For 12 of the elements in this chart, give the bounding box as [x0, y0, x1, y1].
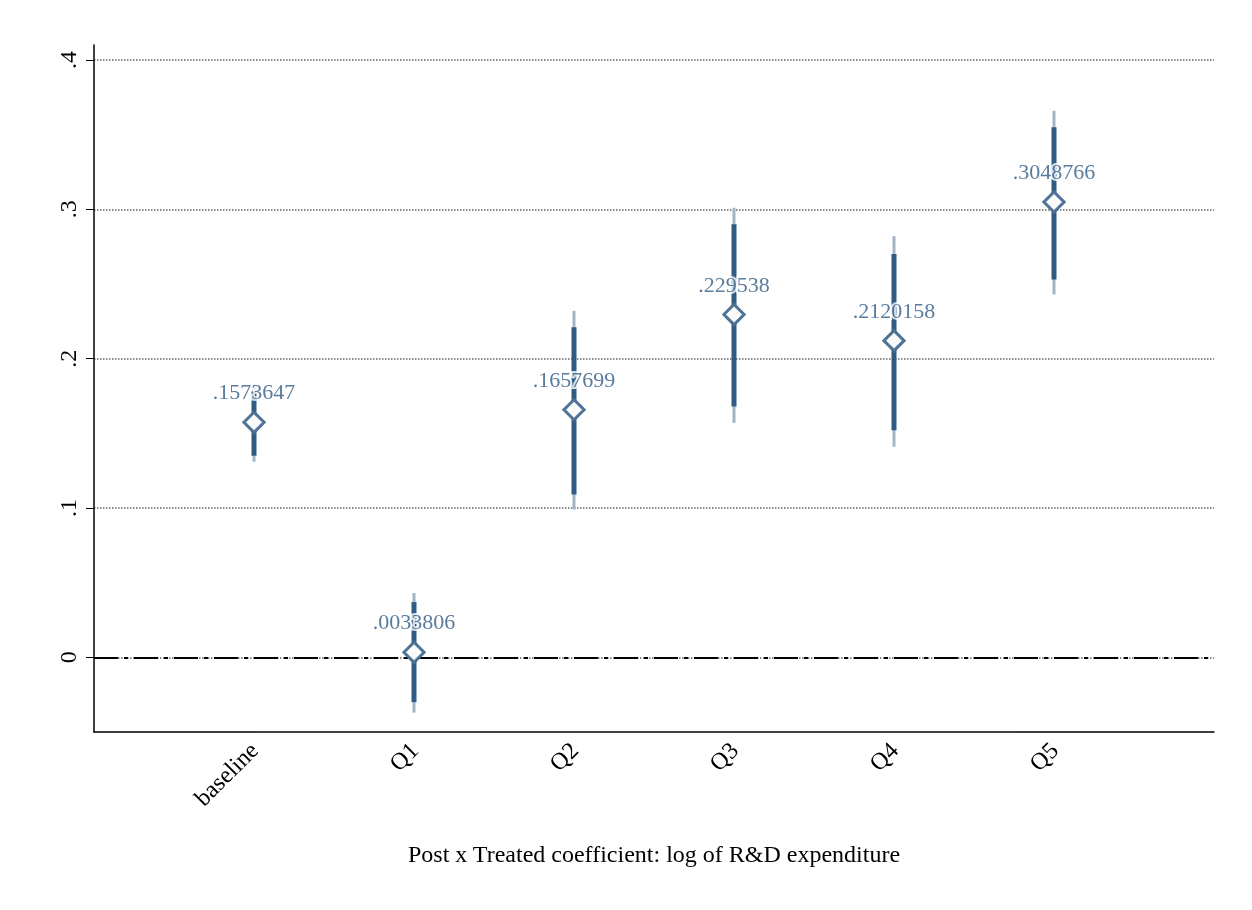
x-tick-label: Q1 — [384, 736, 424, 776]
y-tick-label: 0 — [55, 651, 81, 664]
y-tick-label: .2 — [55, 349, 81, 368]
x-tick-label: Q2 — [544, 736, 584, 776]
x-tick-label: Q5 — [1024, 736, 1064, 776]
y-tick-label: .3 — [55, 200, 81, 219]
x-axis-title: Post x Treated coefficient: log of R&D expenditure — [407, 841, 901, 867]
x-tick-label: Q4 — [864, 736, 904, 776]
y-tick-label: .1 — [55, 498, 81, 517]
y-tick-label: .4 — [55, 50, 81, 69]
x-tick-label: Q3 — [704, 736, 744, 776]
data-label: .1573647 — [212, 379, 296, 405]
